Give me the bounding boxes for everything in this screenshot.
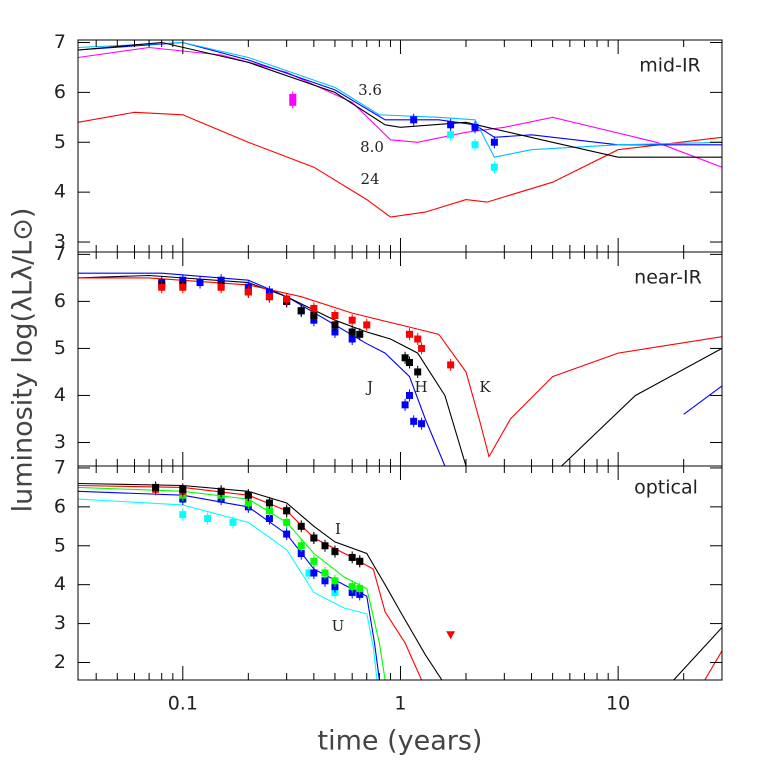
model-curve	[78, 41, 722, 146]
y-tick-label: 3	[54, 231, 66, 253]
y-tick-label: 4	[54, 573, 66, 595]
y-tick-label: 2	[54, 651, 66, 673]
model-curve	[78, 486, 386, 680]
model-curve	[78, 482, 722, 680]
panel-label: optical	[634, 477, 698, 499]
y-tick-label: 7	[54, 456, 66, 478]
panel-frame	[77, 465, 723, 681]
panel-frame	[77, 39, 723, 253]
model-curve	[78, 274, 722, 466]
y-axis-label: luminosity log(λLλ/L⊙)	[8, 208, 39, 513]
y-tick-label: 7	[54, 31, 66, 53]
x-tick-label: 10	[606, 693, 630, 715]
y-tick-label: 3	[54, 612, 66, 634]
annotation: I	[335, 520, 341, 538]
y-tick-label: 5	[54, 534, 66, 556]
model-curve	[78, 41, 722, 158]
y-tick-label: 6	[54, 290, 66, 312]
model-curve	[78, 277, 722, 459]
model-curve	[78, 41, 722, 158]
y-tick-label: 6	[54, 495, 66, 517]
panel-plot	[78, 481, 722, 680]
x-tick-label: 1	[394, 693, 406, 715]
y-tick-label: 6	[54, 81, 66, 103]
annotation: H	[414, 378, 427, 396]
panel-label: mid-IR	[639, 55, 701, 77]
y-tick-label: 7	[54, 243, 66, 265]
panel-plot	[78, 41, 722, 218]
model-curve	[78, 272, 722, 466]
x-axis-label: time (years)	[318, 726, 483, 757]
annotation: K	[479, 378, 491, 396]
data-point	[446, 631, 456, 640]
y-tick-label: 3	[54, 431, 66, 453]
model-curve	[78, 498, 378, 680]
annotation: 3.6	[358, 81, 382, 99]
annotation: U	[332, 617, 345, 635]
panel-label: near-IR	[634, 267, 702, 289]
panel-frame	[77, 251, 723, 467]
x-tick-label: 0.1	[168, 693, 198, 715]
annotation: 8.0	[360, 138, 384, 156]
annotation: 24	[360, 170, 379, 188]
panel-plot	[78, 272, 722, 466]
model-curve	[78, 111, 722, 218]
y-tick-label: 4	[54, 384, 66, 406]
model-curve	[78, 484, 722, 680]
y-tick-label: 4	[54, 181, 66, 203]
annotation: J	[365, 378, 373, 396]
y-tick-label: 5	[54, 337, 66, 359]
y-tick-label: 5	[54, 131, 66, 153]
